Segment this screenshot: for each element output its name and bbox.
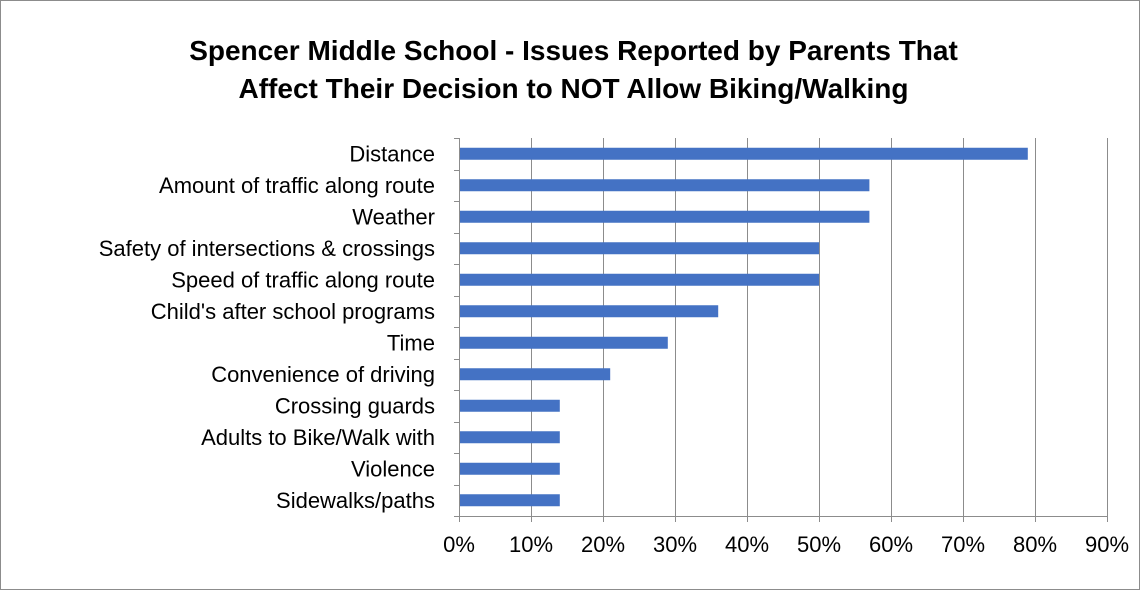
x-tick-label: 80% bbox=[1013, 532, 1057, 557]
category-label: Crossing guards bbox=[275, 393, 435, 418]
bar bbox=[459, 147, 1028, 160]
category-label: Distance bbox=[349, 141, 435, 166]
bar bbox=[459, 336, 668, 349]
category-label: Speed of traffic along route bbox=[171, 267, 435, 292]
category-label: Amount of traffic along route bbox=[159, 173, 435, 198]
x-tick-label: 70% bbox=[941, 532, 985, 557]
labels: Distance Amount of traffic along route Wea… bbox=[99, 141, 1129, 557]
chart-title-line-2: Affect Their Decision to NOT Allow Bikin… bbox=[238, 73, 909, 104]
x-tick-label: 10% bbox=[509, 532, 553, 557]
bar bbox=[459, 242, 819, 255]
chart-title-line-1: Spencer Middle School - Issues Reported … bbox=[189, 35, 958, 66]
bar-chart: Distance Amount of traffic along route Wea… bbox=[99, 138, 1129, 557]
category-label: Safety of intersections & crossings bbox=[99, 236, 435, 261]
category-label: Weather bbox=[352, 204, 435, 229]
x-tick-label: 90% bbox=[1085, 532, 1129, 557]
bar bbox=[459, 179, 870, 192]
category-label: Child's after school programs bbox=[151, 299, 435, 324]
category-label: Sidewalks/paths bbox=[276, 488, 435, 513]
bar bbox=[459, 494, 560, 507]
bar bbox=[459, 368, 611, 381]
category-label: Violence bbox=[351, 456, 435, 481]
category-label: Time bbox=[387, 330, 435, 355]
bar bbox=[459, 431, 560, 444]
bars bbox=[459, 147, 1028, 507]
gridlines bbox=[531, 138, 1108, 516]
x-tick-label: 50% bbox=[797, 532, 841, 557]
x-tick-label: 0% bbox=[443, 532, 475, 557]
x-tick-label: 60% bbox=[869, 532, 913, 557]
chart-title: Spencer Middle School - Issues Reported … bbox=[0, 32, 1147, 108]
bar bbox=[459, 273, 819, 286]
bar bbox=[459, 399, 560, 412]
x-tick-label: 20% bbox=[581, 532, 625, 557]
x-tick-label: 30% bbox=[653, 532, 697, 557]
bar bbox=[459, 210, 870, 223]
bar bbox=[459, 305, 719, 318]
category-label: Convenience of driving bbox=[211, 362, 435, 387]
category-label: Adults to Bike/Walk with bbox=[201, 425, 435, 450]
x-tick-label: 40% bbox=[725, 532, 769, 557]
axes bbox=[454, 138, 1108, 522]
bar bbox=[459, 462, 560, 475]
